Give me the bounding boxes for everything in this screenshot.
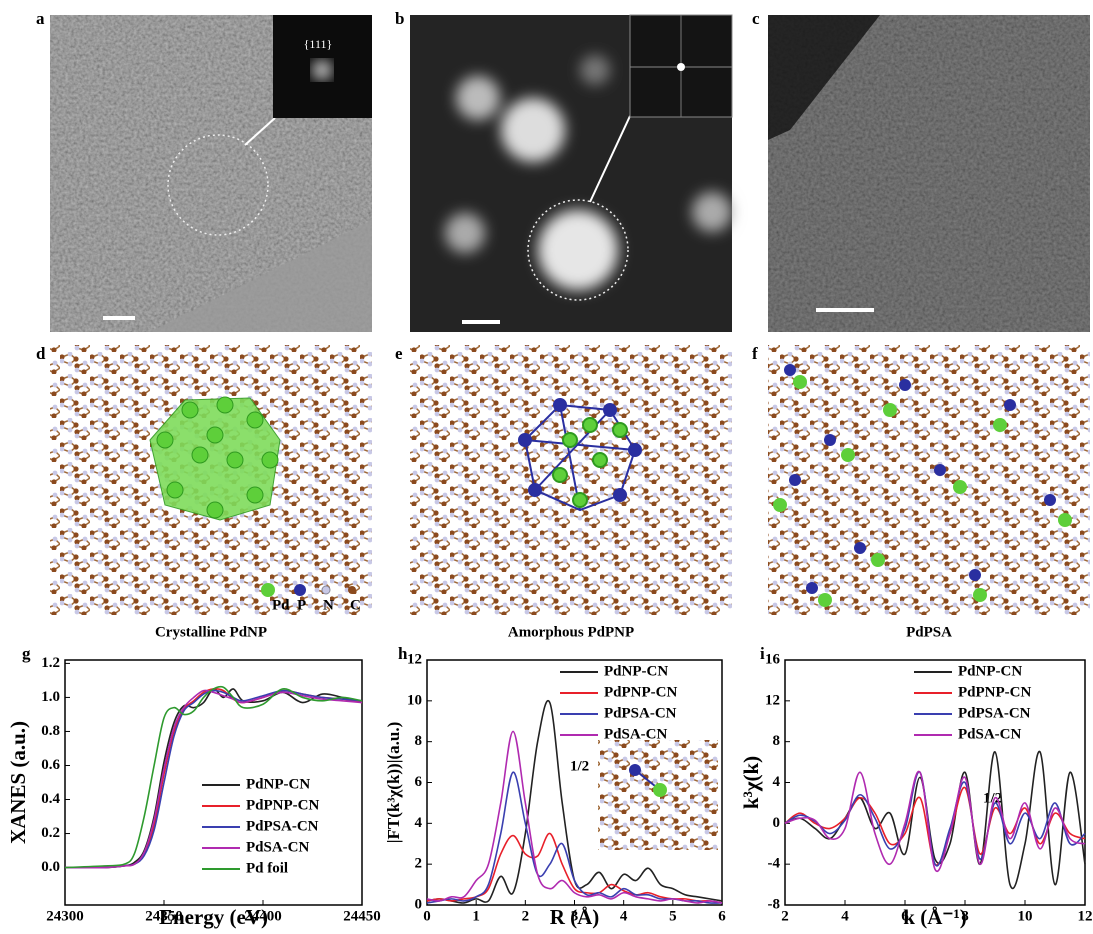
panel-label: e bbox=[395, 344, 403, 363]
x-tick-label: 6 bbox=[718, 908, 726, 924]
data-line bbox=[785, 787, 1085, 865]
legend-label: PdPNP-CN bbox=[604, 684, 677, 700]
legend-label: PdPNP-CN bbox=[958, 684, 1031, 700]
legend-label: PdPSA-CN bbox=[604, 705, 677, 721]
inset-structure bbox=[598, 740, 718, 850]
legend-label: PdNP-CN bbox=[604, 663, 668, 679]
x-tick-label: 1 bbox=[472, 908, 480, 924]
y-tick-label: 1.0 bbox=[41, 689, 60, 705]
y-tick-label: -4 bbox=[768, 856, 781, 872]
fft-spot bbox=[312, 60, 332, 80]
panel-c: c bbox=[752, 9, 1090, 332]
x-tick-label: 24450 bbox=[343, 908, 381, 924]
caption: Crystalline PdNP bbox=[155, 624, 267, 640]
annotation: 1/2 bbox=[570, 758, 589, 774]
panel-label: c bbox=[752, 9, 760, 28]
x-axis-label: R (Å) bbox=[550, 905, 600, 929]
y-tick-label: 0 bbox=[773, 815, 781, 831]
model-substrate bbox=[768, 345, 1090, 615]
inset-label: {111} bbox=[304, 37, 333, 51]
panel-label: a bbox=[36, 9, 45, 28]
y-tick-label: 16 bbox=[765, 651, 781, 667]
panel-label: d bbox=[36, 344, 46, 363]
model-substrate bbox=[410, 345, 732, 615]
y-axis-label: k³χ(k) bbox=[739, 756, 763, 809]
y-tick-label: 2 bbox=[415, 856, 423, 872]
legend-label: PdNP-CN bbox=[958, 663, 1022, 679]
legend-label: P bbox=[297, 597, 306, 613]
y-axis-label: |FT(k³χ(k))|(a.u.) bbox=[384, 722, 403, 844]
legend-label: PdPNP-CN bbox=[246, 797, 319, 813]
fft-spot bbox=[677, 63, 685, 71]
x-tick-label: 0 bbox=[423, 908, 431, 924]
panel-label: b bbox=[395, 9, 404, 28]
y-tick-label: 0 bbox=[415, 896, 423, 912]
y-tick-label: 1.2 bbox=[41, 655, 60, 671]
x-tick-label: 5 bbox=[669, 908, 677, 924]
data-line bbox=[65, 691, 362, 868]
x-tick-label: 4 bbox=[841, 908, 849, 924]
y-tick-label: 8 bbox=[415, 733, 423, 749]
panel-b: b bbox=[395, 9, 732, 332]
legend-label: PdPSA-CN bbox=[246, 818, 319, 834]
data-line bbox=[65, 687, 362, 868]
panel-label: g bbox=[22, 644, 31, 663]
x-axis-label: k (Å⁻¹) bbox=[903, 905, 966, 929]
y-tick-label: 0.6 bbox=[41, 757, 60, 773]
y-tick-label: -8 bbox=[768, 896, 781, 912]
legend-label: N bbox=[323, 597, 334, 613]
x-tick-label: 4 bbox=[620, 908, 628, 924]
y-tick-label: 4 bbox=[773, 774, 781, 790]
x-axis-label: Energy (eV) bbox=[159, 905, 268, 929]
x-tick-label: 2 bbox=[522, 908, 530, 924]
panel-f: f PdPSA bbox=[752, 344, 1090, 641]
panel-a: {111} a bbox=[36, 9, 372, 332]
y-tick-label: 12 bbox=[407, 651, 422, 667]
panel-d: Pd P N C d Crystalline PdNP bbox=[36, 344, 372, 641]
data-line bbox=[785, 771, 1085, 871]
legend-label: Pd foil bbox=[246, 860, 288, 876]
y-tick-label: 0.0 bbox=[41, 859, 60, 875]
y-tick-label: 6 bbox=[415, 774, 423, 790]
legend-label: Pd bbox=[272, 597, 290, 613]
legend-label: PdSA-CN bbox=[246, 839, 310, 855]
panel-label: h bbox=[398, 644, 408, 663]
legend-label: PdSA-CN bbox=[958, 726, 1022, 742]
data-line bbox=[65, 689, 362, 868]
panel-label: f bbox=[752, 344, 758, 363]
x-tick-label: 24300 bbox=[46, 908, 84, 924]
y-axis-label: XANES (a.u.) bbox=[6, 721, 30, 844]
figure: {111} a b c bbox=[0, 0, 1093, 929]
legend-label: PdSA-CN bbox=[604, 726, 668, 742]
legend-label: PdNP-CN bbox=[246, 776, 310, 792]
legend-label: C bbox=[350, 597, 361, 613]
caption: Amorphous PdPNP bbox=[508, 624, 634, 640]
panel-e: e Amorphous PdPNP bbox=[395, 344, 732, 641]
y-tick-label: 10 bbox=[407, 692, 422, 708]
x-tick-label: 10 bbox=[1018, 908, 1033, 924]
x-tick-label: 2 bbox=[781, 908, 789, 924]
caption: PdPSA bbox=[906, 624, 952, 640]
legend-label: PdPSA-CN bbox=[958, 705, 1031, 721]
y-tick-label: 4 bbox=[415, 815, 423, 831]
data-line bbox=[65, 689, 362, 868]
y-tick-label: 12 bbox=[765, 692, 780, 708]
panel-label: i bbox=[760, 644, 765, 663]
y-tick-label: 0.8 bbox=[41, 723, 60, 739]
x-tick-label: 12 bbox=[1078, 908, 1093, 924]
data-line bbox=[785, 772, 1085, 866]
y-tick-label: 0.4 bbox=[41, 791, 60, 807]
data-line bbox=[65, 690, 362, 867]
y-tick-label: 8 bbox=[773, 733, 781, 749]
y-tick-label: 0.2 bbox=[41, 825, 60, 841]
